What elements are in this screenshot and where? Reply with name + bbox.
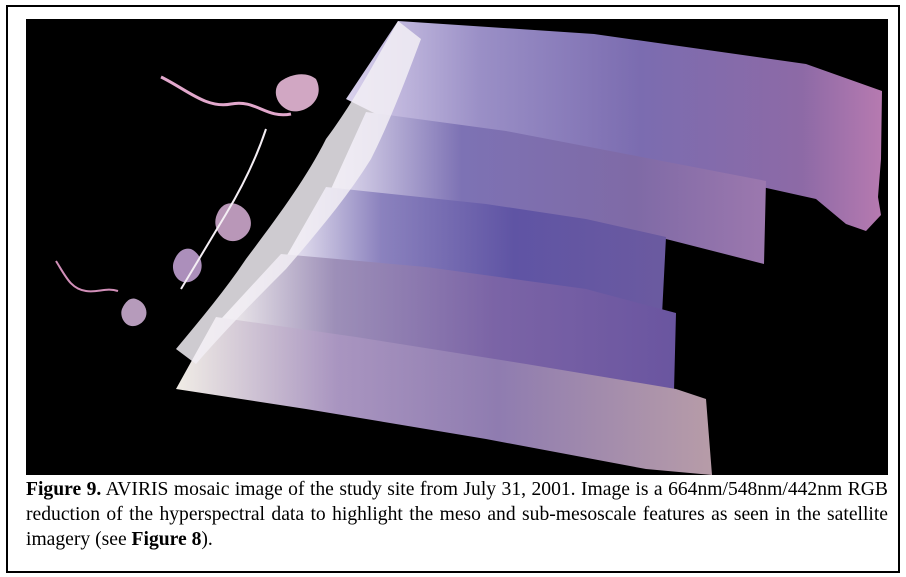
estuary-region-4 <box>121 298 147 327</box>
estuary-region-3 <box>172 248 202 283</box>
caption-text-part1: AVIRIS mosaic image of the study site fr… <box>26 479 888 550</box>
figure-reference: Figure 8 <box>131 529 202 550</box>
river-1 <box>160 75 292 117</box>
flight-strip-5 <box>176 317 712 475</box>
estuary-region-2 <box>215 203 251 242</box>
aviris-mosaic-image <box>26 19 888 475</box>
flight-strip-2 <box>331 112 766 264</box>
mosaic-graphic <box>55 21 882 475</box>
coastal-band <box>176 21 421 364</box>
river-2 <box>55 260 119 293</box>
figure-frame: Figure 9. AVIRIS mosaic image of the stu… <box>6 5 900 573</box>
flight-strip-4 <box>221 254 676 391</box>
caption-text-part2: ). <box>201 529 213 550</box>
river-3 <box>180 128 267 290</box>
figure-caption: Figure 9. AVIRIS mosaic image of the stu… <box>26 477 888 552</box>
estuary-region-1 <box>275 74 319 112</box>
figure-label: Figure 9. <box>26 479 102 500</box>
flight-strip-3 <box>286 187 666 315</box>
